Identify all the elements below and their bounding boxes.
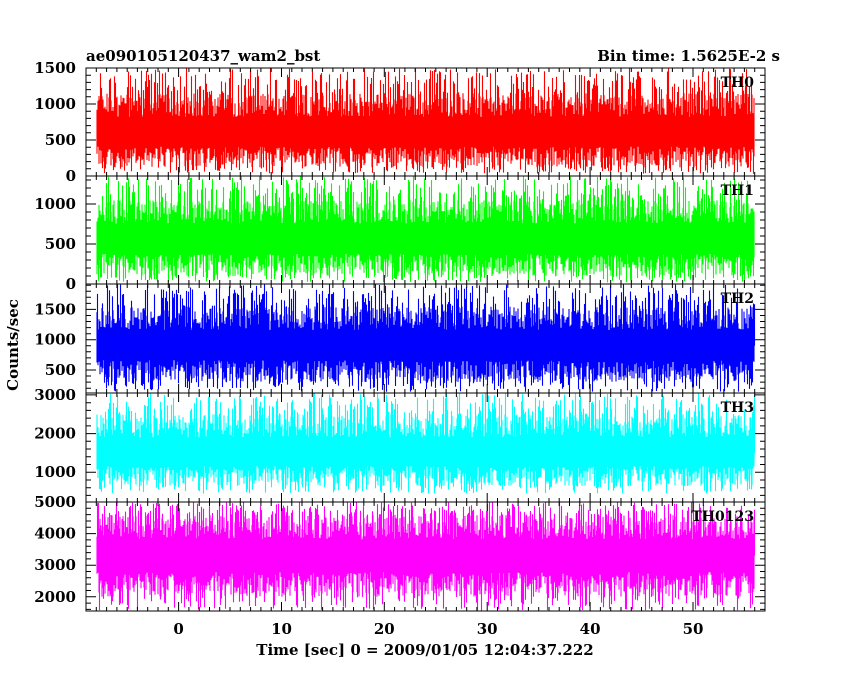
panel-ticks [86, 176, 765, 285]
chart-title: ae090105120437_wam2_bst [86, 47, 320, 65]
panel-ticks [86, 67, 765, 177]
y-tick-label: 500 [45, 235, 76, 253]
panel-label-th2: TH2 [721, 291, 754, 307]
lightcurve-th2 [96, 284, 756, 392]
y-tick-label: 0 [66, 167, 76, 185]
x-tick-label: 10 [271, 620, 292, 638]
panel-th0: 0 500 1000 1500 TH0 [34, 59, 766, 185]
y-tick-label: 500 [45, 131, 76, 149]
x-tick-label: 0 [173, 620, 183, 638]
x-tick-label: 40 [580, 620, 601, 638]
x-axis-label: Time [sec] 0 = 2009/01/05 12:04:37.222 [256, 641, 593, 659]
y-tick-label: 4000 [34, 525, 76, 543]
x-tick-label: 20 [374, 620, 395, 638]
panel-ticks [86, 284, 765, 393]
y-tick-label: 3000 [34, 556, 76, 574]
panel-ticks [86, 393, 765, 502]
lightcurve-th3 [96, 393, 756, 494]
panel-th2: 500 1000 1500 TH2 [34, 283, 766, 394]
lightcurve-th0123 [96, 502, 756, 611]
y-tick-label: 1000 [34, 331, 76, 349]
x-tick-label: 30 [477, 620, 498, 638]
y-tick-label: 1500 [34, 300, 76, 318]
y-tick-label: 1500 [34, 59, 76, 77]
y-tick-label: 2000 [34, 588, 76, 606]
panel-label-th0: TH0 [721, 75, 755, 91]
y-tick-label: 0 [66, 275, 76, 293]
panel-th0123: 2000 3000 4000 5000 TH0123 [34, 493, 766, 612]
y-tick-label: 500 [45, 361, 76, 379]
y-axis-label: Counts/sec [4, 299, 22, 391]
x-axis: 0 10 20 30 40 50 [173, 620, 703, 638]
lightcurve-th1 [96, 176, 755, 283]
panels: 0 500 1000 1500 TH0 0 500 1000 TH1 500 1000 1500 TH2… [34, 59, 766, 612]
panel-label-th1: TH1 [721, 183, 754, 199]
y-tick-label: 3000 [34, 386, 76, 404]
y-tick-label: 2000 [34, 425, 76, 443]
x-tick-label: 50 [683, 620, 704, 638]
panel-th1: 0 500 1000 TH1 [34, 175, 766, 293]
panel-label-th0123: TH0123 [691, 509, 754, 525]
y-tick-label: 1000 [34, 195, 76, 213]
lightcurve-th0 [96, 68, 755, 174]
y-tick-label: 1000 [34, 95, 76, 113]
y-tick-label: 5000 [34, 493, 76, 511]
panel-th3: 1000 2000 3000 TH3 [34, 386, 766, 503]
y-tick-label: 1000 [34, 463, 76, 481]
bin-time-label: Bin time: 1.5625E-2 s [597, 47, 780, 65]
panel-label-th3: TH3 [721, 400, 754, 416]
panel-ticks [86, 501, 765, 611]
